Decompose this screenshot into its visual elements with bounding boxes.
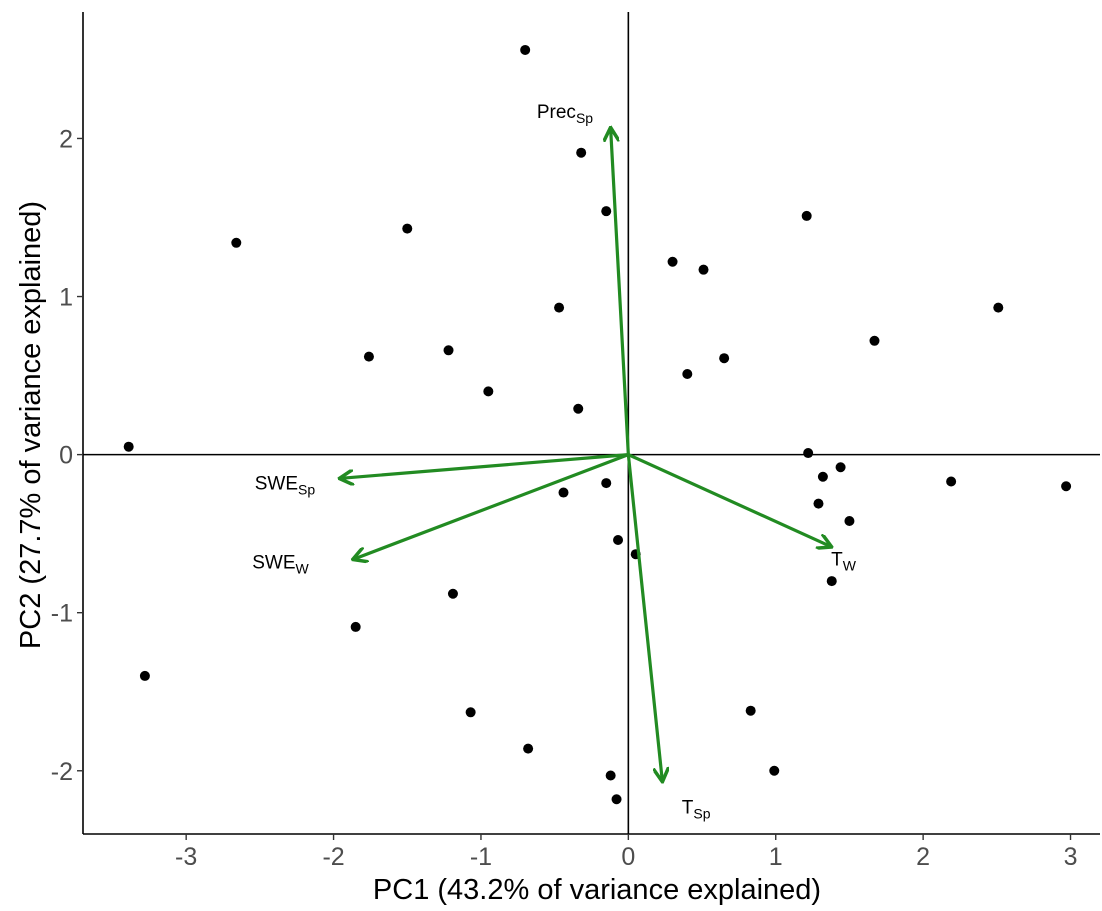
loading-label: SWESp (255, 473, 316, 497)
score-point (483, 386, 494, 397)
axes (82, 12, 1100, 835)
score-point (601, 478, 612, 489)
score-point (558, 487, 569, 498)
score-point (801, 210, 812, 221)
y-tick-label: 1 (59, 284, 73, 312)
x-tick-label: 1 (769, 843, 783, 871)
x-axis-ticks: -3 -2 -1 0 1 2 3 (175, 834, 1077, 871)
score-point (231, 237, 242, 248)
x-tick-label: -1 (470, 843, 492, 871)
x-tick-label: -3 (175, 843, 197, 871)
score-point (123, 441, 134, 452)
score-point (1061, 481, 1072, 492)
score-point (601, 206, 612, 217)
score-point (520, 44, 531, 55)
score-point (139, 670, 150, 681)
score-point (803, 448, 814, 459)
score-point (447, 588, 458, 599)
reference-lines (83, 12, 1100, 834)
loading-arrows (341, 129, 830, 780)
score-point (844, 516, 855, 527)
loading-arrow (341, 453, 630, 479)
loading-arrow (626, 453, 662, 781)
score-point (835, 462, 846, 473)
x-tick-label: -2 (322, 843, 344, 871)
score-point (993, 302, 1004, 313)
loading-label: TW (831, 549, 857, 573)
score-point (611, 794, 622, 805)
loading-label: PrecSp (537, 102, 593, 126)
score-point (869, 335, 880, 346)
loading-arrow (354, 453, 630, 559)
x-tick-label: 0 (621, 843, 635, 871)
score-points (123, 44, 1072, 805)
score-point (402, 223, 413, 234)
x-axis-title: PC1 (43.2% of variance explained) (373, 874, 821, 906)
loading-label: SWEW (252, 552, 309, 576)
score-point (817, 471, 828, 482)
score-point (363, 351, 374, 362)
score-point (573, 403, 584, 414)
score-point (465, 707, 476, 718)
score-point (667, 256, 678, 267)
score-point (826, 576, 837, 587)
score-point (523, 743, 534, 754)
score-point (443, 345, 454, 356)
score-point (605, 770, 616, 781)
score-point (813, 498, 824, 509)
score-point (745, 705, 756, 716)
score-point (682, 368, 693, 379)
score-point (554, 302, 565, 313)
score-point (946, 476, 957, 487)
score-point (350, 621, 361, 632)
y-tick-label: 2 (59, 125, 73, 153)
y-axis-ticks: -2 -1 0 1 2 (51, 125, 83, 786)
loading-arrow (611, 129, 630, 457)
loading-labels: PrecSp SWESp SWEW TW TSp (252, 102, 856, 822)
score-point (719, 353, 730, 364)
score-point (769, 765, 780, 776)
x-tick-label: 3 (1064, 843, 1078, 871)
score-point (576, 147, 587, 158)
loading-arrow (626, 453, 830, 547)
y-tick-label: -1 (51, 600, 73, 628)
x-tick-label: 2 (916, 843, 930, 871)
score-point (613, 534, 624, 545)
y-axis-title: PC2 (27.7% of variance explained) (15, 201, 47, 649)
loading-label: TSp (682, 797, 711, 821)
y-tick-label: -2 (51, 758, 73, 786)
y-tick-label: 0 (59, 442, 73, 470)
score-point (698, 264, 709, 275)
